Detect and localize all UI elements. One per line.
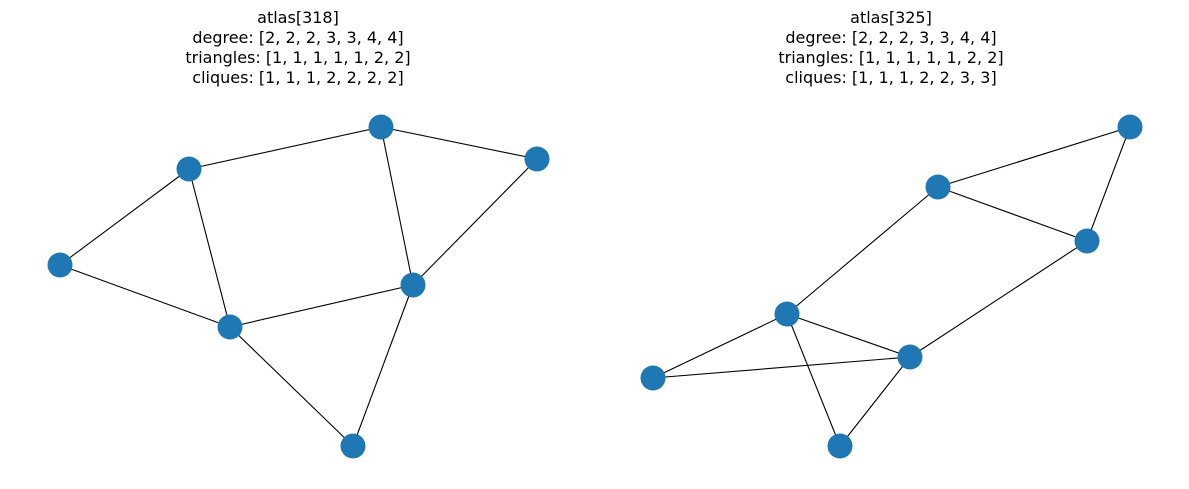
edge-B-E <box>412 158 538 286</box>
edge-F-E <box>229 284 414 328</box>
triangles-text: triangles: [1, 1, 1, 1, 1, 2, 2] <box>185 48 411 67</box>
edge-J-L <box>909 240 1088 358</box>
edge-L-N <box>839 356 911 447</box>
edge-F-G <box>229 326 354 447</box>
node-C <box>176 156 202 182</box>
edge-M-L <box>652 356 911 379</box>
degree-text: degree: [2, 2, 2, 3, 3, 4, 4] <box>192 28 404 47</box>
node-J <box>1074 228 1100 254</box>
edge-A-E <box>380 126 414 286</box>
edge-K-N <box>786 313 841 447</box>
edge-C-D <box>59 168 190 266</box>
edge-C-A <box>188 126 382 170</box>
edge-C-F <box>188 168 231 328</box>
node-H <box>1117 114 1143 140</box>
edge-D-F <box>59 264 231 328</box>
graph-title-left: atlas[318] degree: [2, 2, 2, 3, 3, 4, 4]… <box>98 8 498 88</box>
node-K <box>774 301 800 327</box>
node-L <box>897 344 923 370</box>
edge-K-M <box>652 313 788 379</box>
node-A <box>368 114 394 140</box>
node-G <box>340 433 366 459</box>
edge-I-H <box>937 126 1131 188</box>
graph-title-right: atlas[325] degree: [2, 2, 2, 3, 3, 4, 4]… <box>691 8 1091 88</box>
node-N <box>827 433 853 459</box>
node-B <box>524 146 550 172</box>
title-text: atlas[318] <box>257 8 339 27</box>
title-text: atlas[325] <box>850 8 932 27</box>
edge-H-J <box>1086 126 1131 242</box>
edge-I-K <box>786 186 939 315</box>
triangles-text: triangles: [1, 1, 1, 1, 1, 2, 2] <box>778 48 1004 67</box>
edge-A-B <box>380 126 538 160</box>
node-D <box>47 252 73 278</box>
edge-I-J <box>937 186 1088 242</box>
cliques-text: cliques: [1, 1, 1, 2, 2, 3, 3] <box>785 68 997 87</box>
edge-E-G <box>352 284 414 447</box>
node-I <box>925 174 951 200</box>
node-M <box>640 365 666 391</box>
degree-text: degree: [2, 2, 2, 3, 3, 4, 4] <box>785 28 997 47</box>
edge-K-L <box>786 313 911 358</box>
node-E <box>400 272 426 298</box>
cliques-text: cliques: [1, 1, 1, 2, 2, 2, 2] <box>192 68 404 87</box>
node-F <box>217 314 243 340</box>
